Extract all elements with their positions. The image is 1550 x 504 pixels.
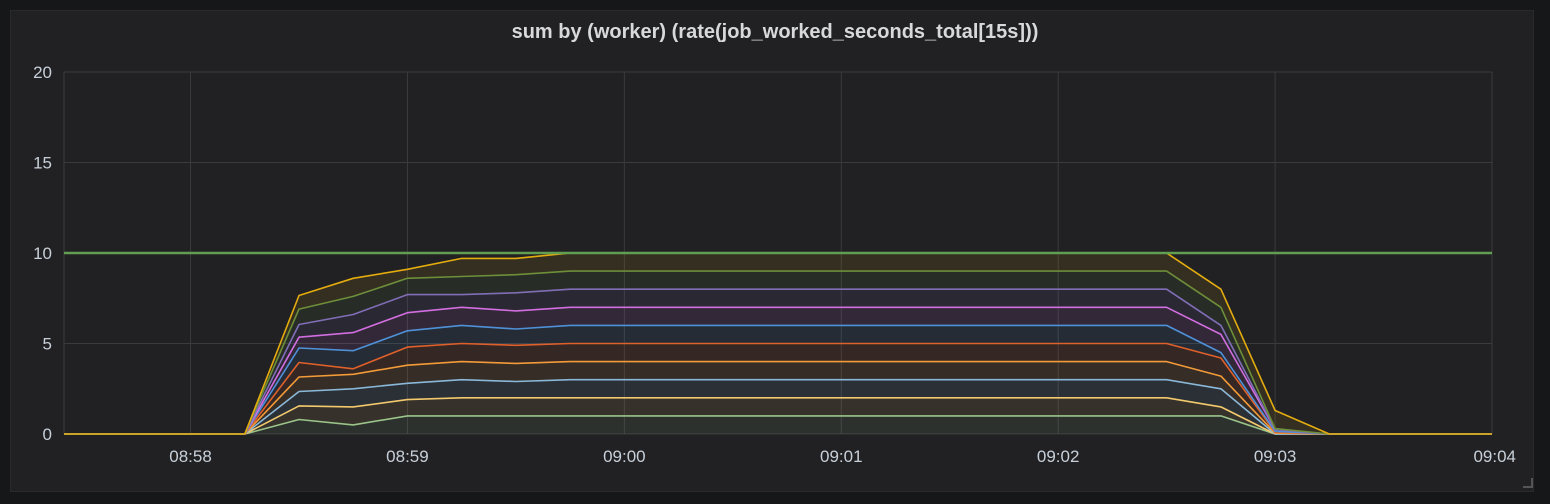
x-tick-label: 09:03: [1254, 447, 1297, 466]
y-tick-label: 0: [43, 425, 52, 444]
series-line[interactable]: [64, 342, 1492, 435]
chart-series-lines: [64, 252, 1492, 435]
series-line[interactable]: [64, 306, 1492, 435]
series-line[interactable]: [64, 415, 1492, 435]
x-tick-label: 09:00: [603, 447, 646, 466]
series-area: [64, 415, 1492, 434]
series-line[interactable]: [64, 270, 1492, 435]
x-tick-label: 09:02: [1037, 447, 1080, 466]
series-line[interactable]: [64, 324, 1492, 435]
y-tick-label: 5: [43, 335, 52, 354]
series-line[interactable]: [64, 396, 1492, 435]
graph-panel: [10, 10, 1534, 492]
y-tick-label: 15: [33, 154, 52, 173]
panel-resize-handle[interactable]: [1523, 478, 1533, 488]
y-tick-label: 10: [33, 244, 52, 263]
x-tick-label: 08:58: [169, 447, 212, 466]
y-axis: 0 5 10 15 20: [33, 63, 52, 444]
series-line[interactable]: [64, 288, 1492, 435]
x-axis: 08:58 08:59 09:00 09:01 09:02 09:03 09:04: [169, 447, 1516, 466]
series-line[interactable]: [64, 360, 1492, 435]
y-tick-label: 20: [33, 63, 52, 82]
series-line[interactable]: [64, 378, 1492, 435]
panel-title[interactable]: sum by (worker) (rate(job_worked_seconds…: [511, 21, 1039, 43]
x-tick-label: 09:01: [820, 447, 863, 466]
series-area: [64, 379, 1492, 434]
x-tick-label: 08:59: [386, 447, 429, 466]
x-tick-label: 09:04: [1473, 447, 1516, 466]
